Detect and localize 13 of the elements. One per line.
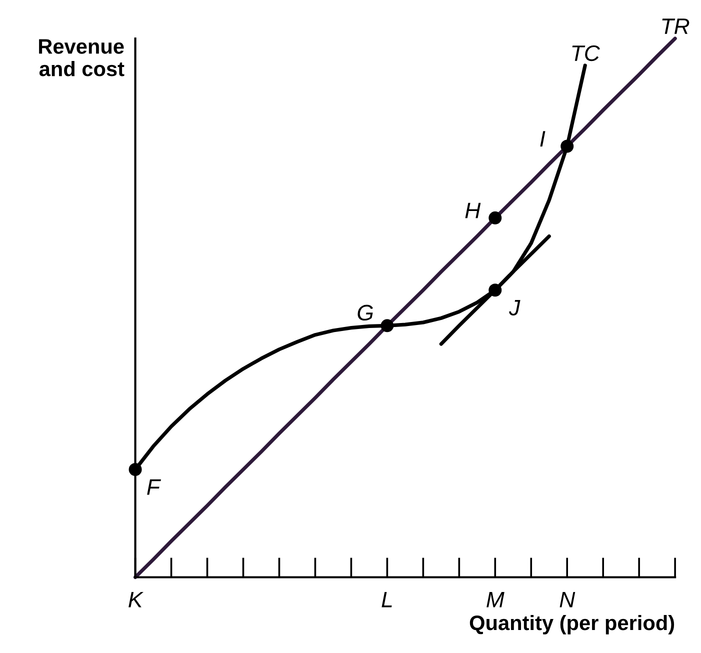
x-tick-label: K bbox=[128, 592, 144, 608]
annotation: J bbox=[508, 300, 520, 316]
y-axis-title: Revenue and cost bbox=[39, 39, 124, 76]
annotation: I bbox=[540, 131, 546, 146]
x-tick-label: L bbox=[382, 592, 392, 608]
annotation: G bbox=[358, 304, 373, 321]
annotation: F bbox=[147, 479, 162, 495]
series-label: TR bbox=[662, 18, 690, 34]
x-tick-label: N bbox=[560, 592, 576, 608]
series-label: TC bbox=[572, 45, 600, 62]
x-tick-label: M bbox=[486, 592, 504, 608]
annotation: H bbox=[465, 202, 481, 218]
x-axis-title: Quantity (per period) bbox=[470, 614, 674, 634]
